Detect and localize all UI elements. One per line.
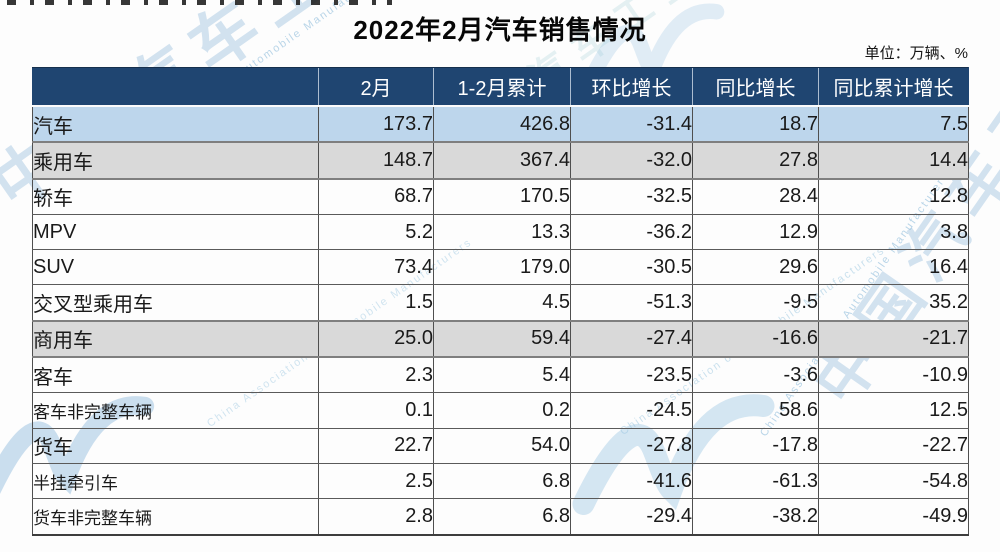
row-label: 乘用车 [32,141,319,180]
table-row: 货车 22.7 54.0 -27.8 -17.8 -22.7 [32,428,969,464]
value-cell: 367.4 [433,141,571,180]
value-cell: -38.2 [692,498,819,536]
value-cell: 18.7 [692,106,819,143]
unit-note: 单位：万辆、% [864,45,968,62]
value-cell: 12.5 [818,392,969,429]
value-cell: 12.9 [692,214,819,251]
row-label: 商用车 [32,319,319,359]
value-cell: 426.8 [433,106,571,143]
value-cell: 3.8 [818,214,969,251]
value-cell: 6.8 [433,498,571,536]
value-cell: -21.7 [818,319,969,359]
column-header: 同比累计增长 [818,67,969,107]
value-cell: 59.4 [433,319,571,359]
value-cell: 148.7 [318,141,434,180]
value-cell: -10.9 [818,357,969,394]
value-cell: 14.4 [818,141,969,180]
value-cell: 6.8 [433,463,571,500]
value-cell: 5.2 [318,214,434,251]
value-cell: 2.5 [318,463,434,500]
value-cell: 2.8 [318,498,434,536]
table-row: 乘用车 148.7 367.4 -32.0 27.8 14.4 [32,141,969,180]
value-cell: -27.8 [570,428,693,464]
value-cell: 5.4 [433,357,571,394]
value-cell: -41.6 [570,463,693,500]
value-cell: -27.4 [570,319,693,359]
value-cell: 54.0 [433,428,571,464]
value-cell: -54.8 [818,463,969,500]
table-row: 客车 2.3 5.4 -23.5 -3.6 -10.9 [32,357,969,394]
value-cell: -51.3 [570,284,693,322]
table-row: 货车非完整车辆 2.8 6.8 -29.4 -38.2 -49.9 [32,498,969,536]
clipped-text-fragment [7,0,392,5]
value-cell: 22.7 [318,428,434,464]
row-label: MPV [32,214,319,251]
value-cell: 2.3 [318,357,434,394]
value-cell: 16.4 [818,249,969,286]
row-label: 客车非完整车辆 [32,392,319,429]
value-cell: -23.5 [570,357,693,394]
row-label: 轿车 [32,178,319,215]
value-cell: -61.3 [692,463,819,500]
corner-header-cell [32,67,319,107]
value-cell: 170.5 [433,178,571,215]
value-cell: 0.2 [433,392,571,429]
row-label: 客车 [32,357,319,394]
row-label: 汽车 [32,106,319,143]
value-cell: 25.0 [318,319,434,359]
value-cell: -32.5 [570,178,693,215]
table-row: SUV 73.4 179.0 -30.5 29.6 16.4 [32,249,969,286]
value-cell: 68.7 [318,178,434,215]
value-cell: 13.3 [433,214,571,251]
row-label: 货车非完整车辆 [32,498,319,536]
value-cell: -9.5 [692,284,819,322]
value-cell: -22.7 [818,428,969,464]
row-label: 货车 [32,428,319,464]
column-header: 1-2月累计 [433,67,571,107]
value-cell: -16.6 [692,319,819,359]
table-row: 汽车 173.7 426.8 -31.4 18.7 7.5 [32,106,969,143]
value-cell: -31.4 [570,106,693,143]
column-header: 环比增长 [570,67,693,107]
value-cell: 28.4 [692,178,819,215]
table-row: 交叉型乘用车 1.5 4.5 -51.3 -9.5 35.2 [32,284,969,322]
table-header-row: 2月 1-2月累计 环比增长 同比增长 同比累计增长 [32,67,969,107]
table-row: 轿车 68.7 170.5 -32.5 28.4 12.8 [32,178,969,215]
table-row: 客车非完整车辆 0.1 0.2 -24.5 58.6 12.5 [32,392,969,429]
value-cell: 27.8 [692,141,819,180]
value-cell: 58.6 [692,392,819,429]
value-cell: 179.0 [433,249,571,286]
table-row: 半挂牵引车 2.5 6.8 -41.6 -61.3 -54.8 [32,463,969,500]
value-cell: 4.5 [433,284,571,322]
table-row: 商用车 25.0 59.4 -27.4 -16.6 -21.7 [32,319,969,359]
value-cell: -3.6 [692,357,819,394]
row-label: 半挂牵引车 [32,463,319,500]
row-label: SUV [32,249,319,286]
value-cell: -29.4 [570,498,693,536]
value-cell: 7.5 [818,106,969,143]
value-cell: 173.7 [318,106,434,143]
column-header: 2月 [318,67,434,107]
value-cell: -30.5 [570,249,693,286]
value-cell: -24.5 [570,392,693,429]
table-row: MPV 5.2 13.3 -36.2 12.9 3.8 [32,214,969,251]
value-cell: 29.6 [692,249,819,286]
value-cell: 35.2 [818,284,969,322]
value-cell: -17.8 [692,428,819,464]
auto-sales-table: 2月 1-2月累计 环比增长 同比增长 同比累计增长 汽车 173.7 426.8 -31.4… [32,67,969,536]
value-cell: 12.8 [818,178,969,215]
value-cell: -49.9 [818,498,969,536]
column-header: 同比增长 [692,67,819,107]
page-title: 2022年2月汽车销售情况 [353,15,647,45]
row-label: 交叉型乘用车 [32,284,319,322]
value-cell: 73.4 [318,249,434,286]
value-cell: -32.0 [570,141,693,180]
value-cell: 0.1 [318,392,434,429]
value-cell: 1.5 [318,284,434,322]
value-cell: -36.2 [570,214,693,251]
